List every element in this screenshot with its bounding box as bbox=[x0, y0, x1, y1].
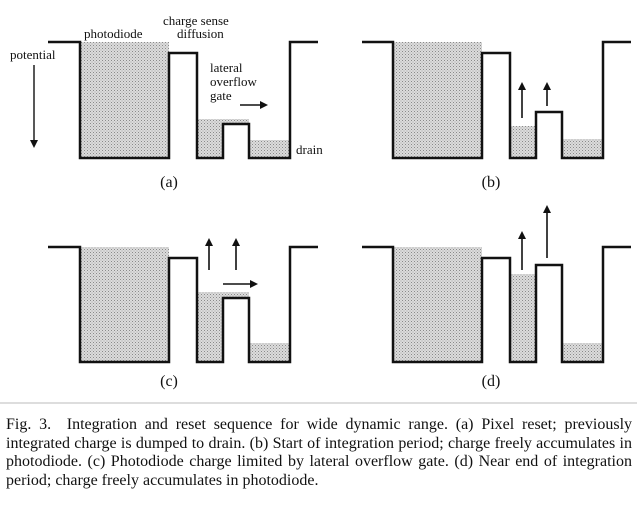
caption-text: Integration and reset sequence for wide … bbox=[6, 416, 633, 489]
drain-charge bbox=[562, 343, 603, 362]
photodiode-charge bbox=[80, 42, 169, 158]
figure-caption: Fig. 3. Integration and reset sequence f… bbox=[6, 416, 632, 490]
potential-profile bbox=[48, 245, 318, 364]
gate-region-charge bbox=[223, 119, 249, 124]
gate-region-charge bbox=[223, 292, 249, 298]
panel-a: potential photodiode charge sense diffus… bbox=[10, 13, 323, 191]
panel-b-sublabel: (b) bbox=[482, 174, 501, 191]
photodiode-charge bbox=[80, 247, 169, 362]
caption-fig-number: Fig. 3. bbox=[6, 416, 52, 433]
drain-label: drain bbox=[296, 142, 323, 157]
diffusion-charge bbox=[197, 119, 223, 158]
lateral-label-1: lateral bbox=[210, 60, 243, 75]
drain-charge bbox=[562, 139, 603, 158]
photodiode-charge bbox=[393, 247, 482, 362]
diffusion-charge bbox=[197, 292, 223, 362]
charge-sense-label-1: charge sense bbox=[163, 13, 229, 28]
panel-d: (d) bbox=[362, 205, 631, 390]
diffusion-charge bbox=[510, 274, 536, 362]
photodiode-label: photodiode bbox=[84, 26, 143, 41]
drain-charge bbox=[249, 343, 290, 362]
panel-c: (c) bbox=[48, 238, 318, 390]
panel-d-sublabel: (d) bbox=[482, 373, 501, 390]
potential-label: potential bbox=[10, 47, 56, 62]
potential-profile bbox=[362, 40, 631, 160]
panel-c-sublabel: (c) bbox=[160, 373, 178, 390]
potential-profile bbox=[48, 40, 318, 160]
photodiode-charge bbox=[393, 42, 482, 158]
charge-sense-label-2: diffusion bbox=[177, 26, 224, 41]
diffusion-charge bbox=[510, 126, 536, 158]
panel-a-sublabel: (a) bbox=[160, 174, 178, 191]
drain-charge bbox=[249, 140, 290, 158]
potential-profile bbox=[362, 245, 631, 364]
lateral-label-2: overflow bbox=[210, 74, 258, 89]
lateral-label-3: gate bbox=[210, 88, 232, 103]
panel-b: (b) bbox=[362, 40, 631, 191]
